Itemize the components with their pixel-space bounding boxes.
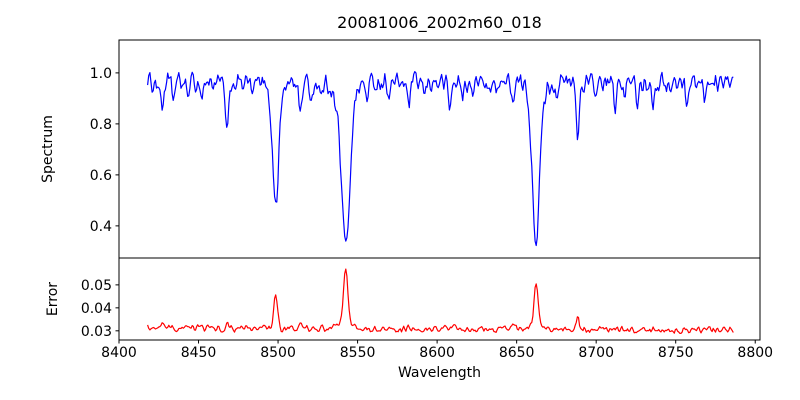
x-tick-label: 8800 (737, 345, 773, 361)
y-axis-label-spectrum: Spectrum (40, 115, 56, 183)
y-tick-label: 0.6 (90, 168, 112, 184)
y-axis-label-error: Error (45, 282, 61, 316)
error-panel-frame (118, 257, 761, 341)
x-tick-label: 8400 (101, 345, 137, 361)
spectrum-line (147, 70, 734, 247)
x-tick-label: 8450 (181, 345, 217, 361)
y-tick-label: 0.04 (81, 301, 112, 317)
y-tick-label: 0.03 (81, 324, 112, 340)
y-tick-label: 1.0 (90, 66, 112, 82)
x-axis-label: Wavelength (398, 365, 481, 381)
x-tick-label: 8750 (658, 345, 694, 361)
x-tick-label: 8600 (419, 345, 455, 361)
spectrum-panel-frame (118, 39, 761, 259)
y-tick-label: 0.8 (90, 117, 112, 133)
x-tick-label: 8700 (578, 345, 614, 361)
error-line (147, 268, 734, 334)
chart-title: 20081006_2002m60_018 (337, 13, 542, 33)
x-tick-label: 8500 (260, 345, 296, 361)
x-tick-label: 8550 (340, 345, 376, 361)
plot-layers: 0.4 0.6 0.8 1.0 0.03 0.04 0.05 8400 8450 8500 8550… (81, 39, 773, 361)
y-tick-label: 0.4 (90, 219, 112, 235)
y-tick-label: 0.05 (81, 278, 112, 294)
x-tick-label: 8650 (499, 345, 535, 361)
